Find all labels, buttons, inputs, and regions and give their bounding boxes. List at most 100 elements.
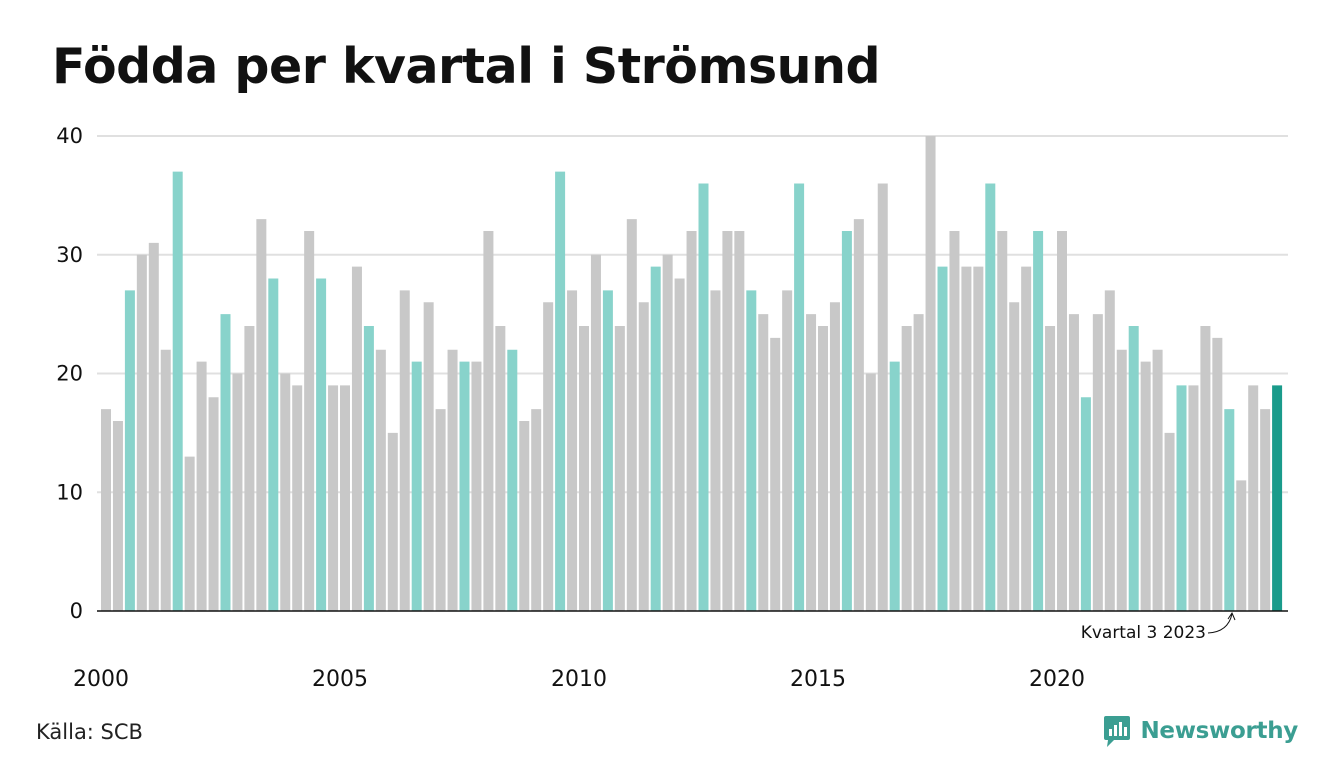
y-tick-label: 40	[56, 124, 83, 148]
bar	[674, 278, 685, 611]
bar	[746, 290, 757, 612]
bar	[973, 266, 984, 612]
bar	[1236, 480, 1247, 612]
bar	[770, 337, 781, 612]
newsworthy-icon	[1104, 716, 1131, 747]
bar	[1224, 409, 1235, 612]
bar	[782, 290, 793, 612]
bar	[304, 231, 315, 611]
bar	[268, 278, 279, 611]
bar	[1140, 361, 1151, 612]
bar	[1164, 432, 1175, 612]
bar	[543, 302, 554, 611]
bar	[423, 302, 434, 611]
bar	[1272, 385, 1283, 612]
bar	[686, 231, 697, 611]
bar	[913, 314, 924, 612]
bar	[208, 397, 219, 611]
bar	[818, 326, 828, 611]
bar	[722, 231, 733, 611]
bar	[949, 231, 960, 611]
bars	[101, 136, 1283, 612]
bar	[1009, 302, 1020, 611]
bar	[806, 314, 817, 612]
bar	[483, 231, 494, 611]
annotation-label: Kvartal 3 2023	[1081, 623, 1206, 643]
bar	[184, 456, 195, 612]
brand-name: Newsworthy	[1140, 718, 1298, 744]
annotation-arrow	[1207, 613, 1233, 634]
x-tick-label: 2015	[790, 667, 846, 692]
bar	[112, 421, 123, 611]
bar	[997, 231, 1008, 611]
bar	[614, 326, 625, 611]
annotation: Kvartal 3 2023	[1081, 611, 1236, 643]
x-tick-label: 2005	[312, 667, 368, 692]
x-tick-labels: 2000 2005 2010 2015 2020	[73, 667, 1085, 692]
bar	[256, 219, 267, 612]
bar	[1104, 290, 1115, 612]
x-tick-label: 2020	[1029, 667, 1085, 692]
bar	[889, 361, 900, 612]
bar	[411, 361, 422, 612]
y-tick-label: 30	[56, 243, 83, 267]
bar	[638, 302, 649, 611]
bar	[901, 326, 912, 611]
bar	[734, 231, 745, 611]
bar	[602, 290, 613, 612]
bar	[244, 326, 255, 611]
bar	[794, 183, 805, 611]
bar	[1021, 266, 1032, 612]
bar	[1033, 231, 1044, 611]
bar	[232, 373, 243, 611]
bar	[351, 266, 362, 612]
bar	[1068, 314, 1079, 612]
x-tick-label: 2010	[551, 667, 607, 692]
bar	[220, 314, 231, 612]
bar	[316, 278, 327, 611]
bar	[328, 385, 339, 612]
bar	[363, 326, 374, 611]
bar	[710, 290, 721, 612]
bar	[136, 254, 147, 611]
bar	[531, 409, 542, 612]
bar	[459, 361, 470, 612]
bar	[1188, 385, 1199, 612]
bar	[471, 361, 482, 612]
bar	[160, 349, 171, 611]
y-tick-label: 0	[70, 599, 83, 623]
bar	[101, 409, 111, 612]
source-label: Källa: SCB	[36, 720, 143, 744]
bar	[877, 183, 888, 611]
bar	[1116, 349, 1127, 611]
bar	[579, 326, 589, 611]
bar	[1057, 231, 1067, 611]
annotation-arrowhead	[1227, 611, 1236, 621]
bar	[507, 349, 518, 611]
bar	[447, 349, 458, 611]
bar	[925, 136, 936, 611]
bar	[1092, 314, 1103, 612]
bar	[495, 326, 506, 611]
bar	[1212, 337, 1223, 612]
bar	[1152, 349, 1163, 611]
bar	[829, 302, 840, 611]
bar	[626, 219, 637, 612]
bar	[1045, 326, 1056, 611]
bar	[650, 266, 661, 612]
bar	[1200, 326, 1211, 611]
bar	[148, 242, 159, 612]
bar	[698, 183, 709, 611]
bar	[865, 373, 876, 611]
bar	[292, 385, 303, 612]
bar	[280, 373, 291, 611]
bar	[662, 254, 673, 611]
brand-logo: Newsworthy	[1102, 714, 1298, 748]
bar	[853, 219, 864, 612]
bar	[387, 432, 398, 612]
bar	[519, 421, 530, 611]
bar	[399, 290, 410, 612]
x-tick-label: 2000	[73, 667, 129, 692]
bar	[961, 266, 972, 612]
